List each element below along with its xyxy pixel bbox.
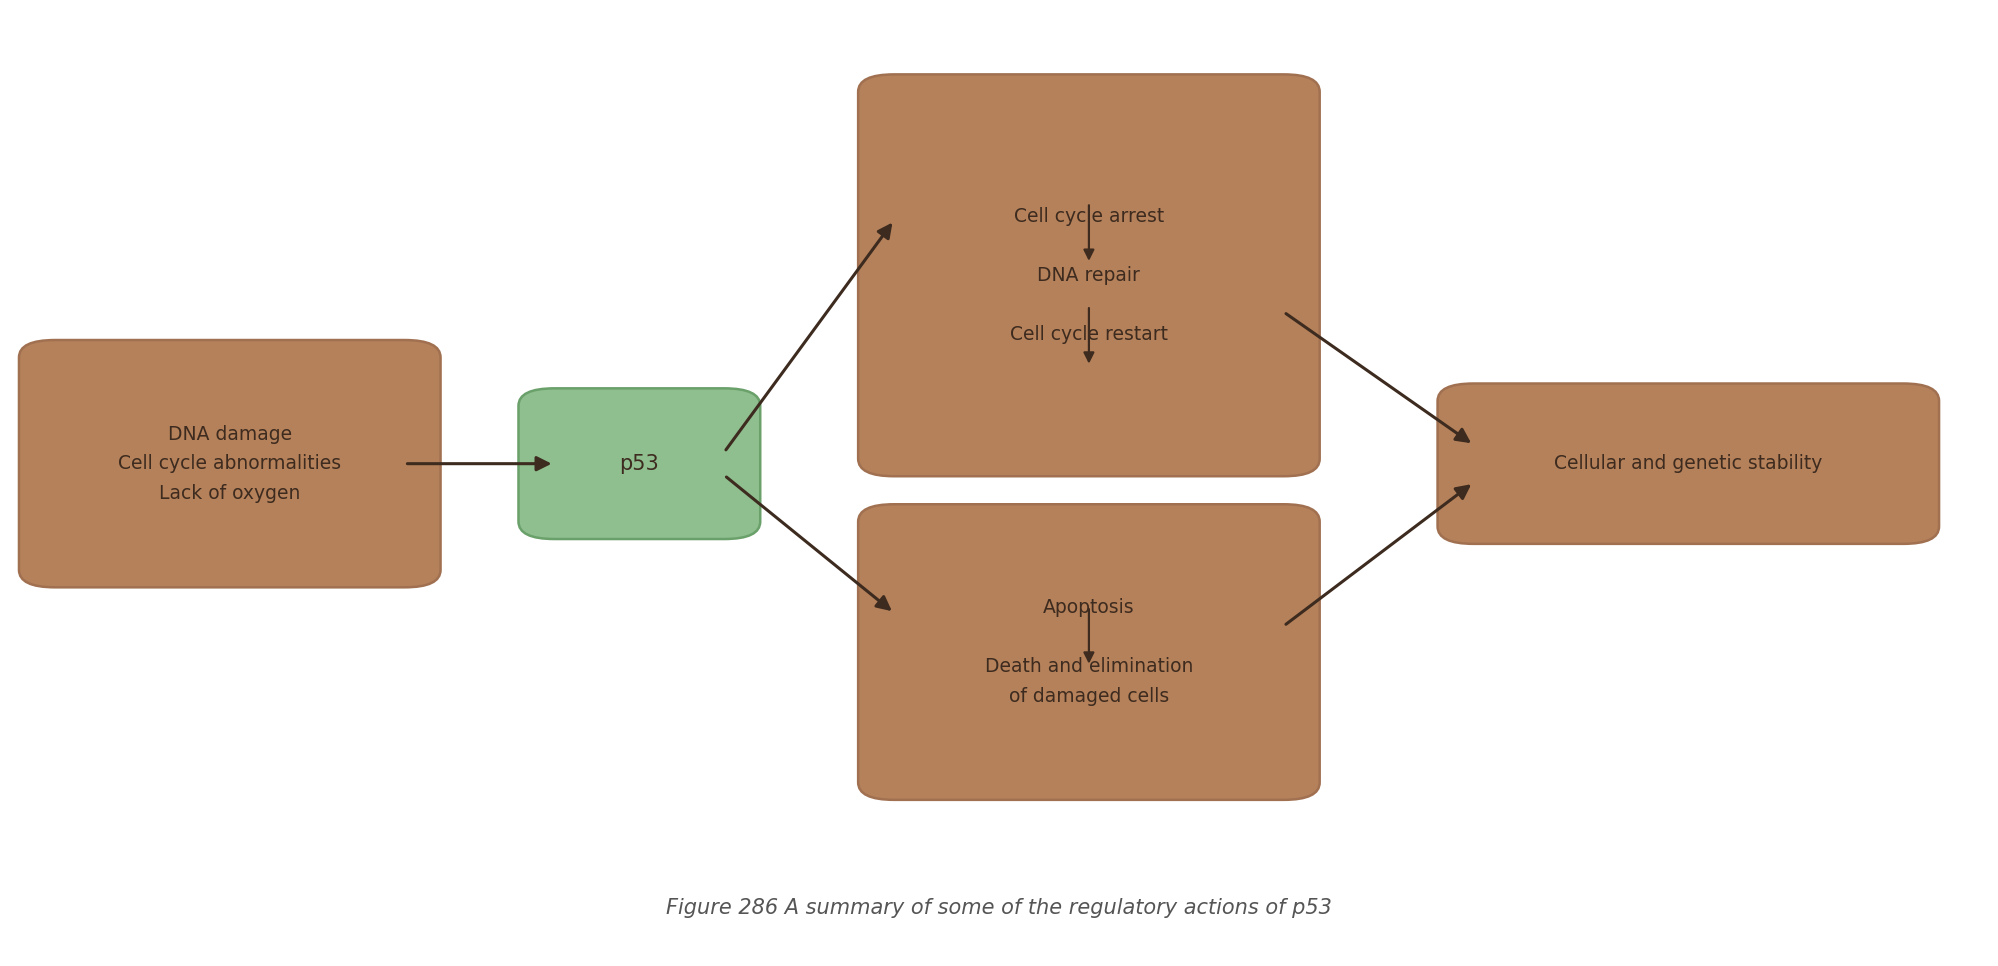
FancyBboxPatch shape — [859, 74, 1319, 476]
Text: Apoptosis

Death and elimination
of damaged cells: Apoptosis Death and elimination of damag… — [985, 598, 1193, 706]
FancyBboxPatch shape — [519, 388, 759, 539]
FancyBboxPatch shape — [1437, 384, 1938, 544]
Text: p53: p53 — [619, 454, 659, 473]
Text: Cell cycle arrest

DNA repair

Cell cycle restart: Cell cycle arrest DNA repair Cell cycle … — [1009, 207, 1169, 344]
Text: Figure 286 A summary of some of the regulatory actions of p53: Figure 286 A summary of some of the regu… — [665, 898, 1333, 918]
Text: Cellular and genetic stability: Cellular and genetic stability — [1554, 454, 1822, 473]
FancyBboxPatch shape — [20, 340, 440, 587]
Text: DNA damage
Cell cycle abnormalities
Lack of oxygen: DNA damage Cell cycle abnormalities Lack… — [118, 425, 342, 502]
FancyBboxPatch shape — [859, 504, 1319, 800]
